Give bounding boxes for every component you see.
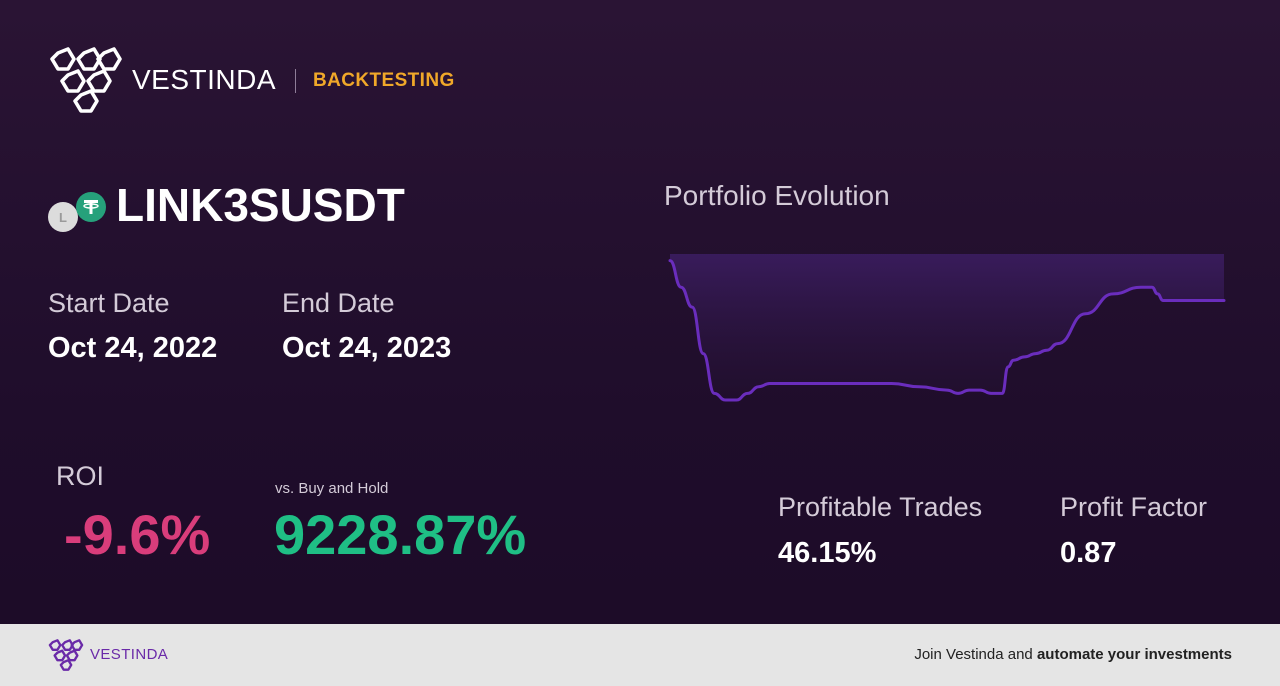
vestinda-logo-icon[interactable] (48, 47, 124, 113)
start-date-label: Start Date (48, 288, 170, 318)
roi-value: -9.6% (64, 503, 211, 566)
footer-cta-bold: automate your investments (1036, 646, 1232, 663)
footer-cta-link[interactable]: Join Vestinda and automate your investme… (914, 646, 1232, 663)
tether-coin-icon (76, 192, 106, 222)
start-date-value: Oct 24, 2022 (48, 332, 218, 364)
profit-factor-value: 0.87 (1060, 537, 1117, 569)
buy-and-hold-label: vs. Buy and Hold (275, 480, 389, 497)
brand-name: VESTINDA (132, 64, 277, 95)
link-coin-letter: L (59, 209, 67, 225)
roi-label: ROI (56, 461, 105, 491)
tether-symbol-icon (83, 200, 99, 214)
pair-title: LINK3SUSDT (116, 179, 405, 231)
header-divider (295, 69, 296, 93)
buy-and-hold-value: 9228.87% (274, 503, 527, 566)
footer-bar (0, 624, 1280, 686)
link-coin-icon: L (48, 202, 78, 232)
footer-cta-text: Join Vestinda and (914, 646, 1037, 663)
end-date-label: End Date (282, 288, 395, 318)
profitable-trades-value: 46.15% (778, 537, 877, 569)
profitable-trades-label: Profitable Trades (778, 492, 983, 522)
footer-logo-icon[interactable] (48, 639, 84, 671)
portfolio-evolution-chart (668, 254, 1226, 402)
profit-factor-label: Profit Factor (1060, 492, 1208, 522)
chart-series-line (668, 259, 1226, 402)
footer-brand: VESTINDA (90, 646, 169, 663)
chart-title: Portfolio Evolution (664, 180, 890, 211)
chart-area-fill (670, 254, 1224, 401)
end-date-value: Oct 24, 2023 (282, 332, 452, 364)
product-label: BACKTESTING (313, 70, 455, 91)
